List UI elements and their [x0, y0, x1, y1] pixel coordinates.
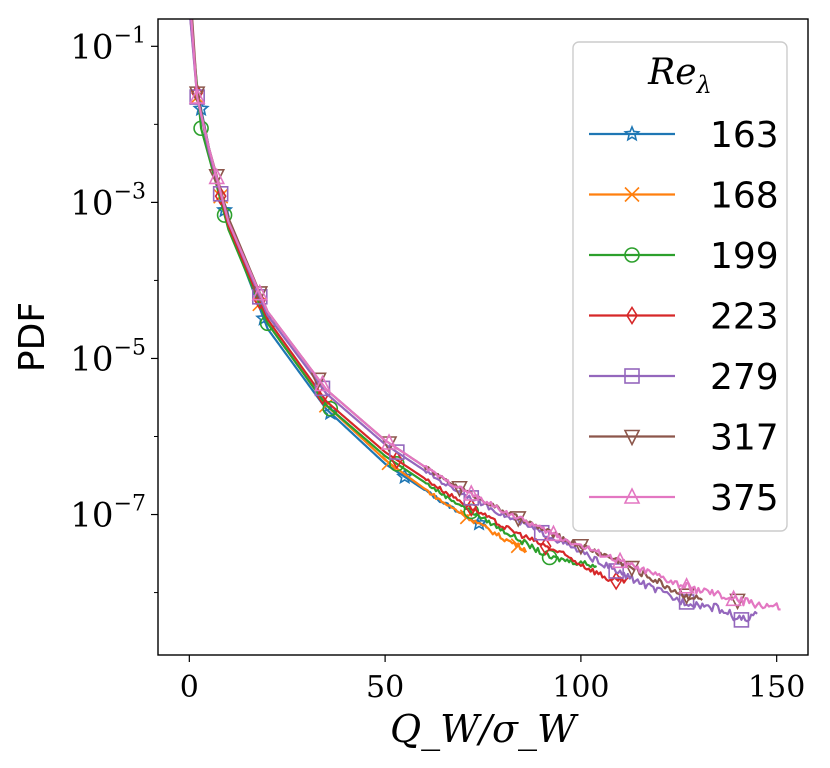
series-163 [183, 0, 488, 531]
legend-marker-163 [623, 124, 641, 142]
legend-item-279: 279 [589, 357, 779, 398]
data-point-375-1 [188, 87, 206, 104]
data-point-168-0 [182, 0, 196, 5]
data-point-375-4 [314, 374, 331, 392]
legend-label-168: 168 [710, 176, 779, 217]
series-line-163 [189, 19, 488, 529]
legend-marker-223 [626, 305, 638, 326]
data-point-375-10 [725, 589, 742, 607]
data-point-199-4 [322, 400, 339, 417]
series-layer [182, 0, 781, 628]
plot-frame [157, 18, 809, 656]
data-point-223-8 [610, 571, 623, 591]
legend-label-163: 163 [710, 115, 779, 156]
data-point-279-4 [314, 380, 331, 397]
data-point-163-5 [396, 467, 414, 485]
data-point-199-0 [182, 0, 196, 10]
x-tick-label-0: 0 [180, 670, 199, 705]
y-axis-title: PDF [12, 302, 53, 372]
data-point-375-9 [678, 577, 695, 594]
data-point-223-2 [214, 186, 227, 206]
data-point-223-0 [184, 0, 194, 14]
series-223 [184, 0, 629, 591]
y-tick-label-3: 10−7 [70, 492, 146, 536]
legend-label-223: 223 [710, 297, 779, 338]
data-point-279-0 [182, 0, 196, 14]
data-point-279-7 [533, 524, 550, 541]
legend-item-375: 375 [589, 478, 779, 519]
legend-marker-168 [624, 186, 640, 203]
data-point-223-7 [539, 536, 552, 556]
y-tick-label-2: 10−5 [70, 335, 146, 379]
y-tick-label-0: 10−1 [70, 23, 146, 67]
data-point-375-7 [545, 524, 562, 542]
legend-label-317: 317 [710, 418, 779, 459]
legend-marker-317 [623, 429, 641, 447]
legend-marker-199 [624, 247, 640, 263]
legend-item-163: 163 [589, 115, 779, 156]
data-point-279-8 [608, 563, 624, 579]
legend: Reλ 163 168 199 223 279 317 375 [572, 41, 788, 532]
legend-item-317: 317 [589, 418, 779, 459]
data-point-375-3 [251, 283, 269, 301]
data-point-375-2 [208, 167, 226, 185]
data-point-317-4 [310, 372, 327, 390]
legend-title: Reλ [647, 52, 712, 99]
x-tick-label-1: 50 [366, 670, 404, 705]
data-point-317-10 [678, 588, 695, 605]
data-point-375-8 [611, 551, 629, 569]
series-375 [188, 19, 781, 611]
legend-item-199: 199 [589, 236, 779, 277]
data-point-199-1 [193, 120, 209, 137]
data-point-317-8 [572, 538, 590, 556]
data-point-375-6 [462, 484, 480, 501]
x-tick-label-3: 150 [748, 670, 805, 705]
series-199 [182, 0, 598, 569]
legend-label-279: 279 [710, 357, 779, 398]
legend-item-168: 168 [589, 176, 779, 217]
series-line-168 [189, 19, 528, 553]
series-line-199 [189, 19, 598, 569]
legend-item-223: 223 [589, 297, 779, 338]
series-168 [182, 0, 528, 554]
x-axis-title: Q_W/σ_W [390, 707, 579, 752]
data-point-223-5 [390, 450, 403, 470]
legend-box [572, 41, 788, 532]
data-point-317-5 [380, 436, 398, 453]
legend-marker-279 [624, 368, 640, 384]
y-tick-label-1: 10−3 [70, 179, 146, 223]
series-line-375 [190, 19, 781, 611]
legend-label-199: 199 [710, 236, 779, 277]
data-point-317-11 [729, 593, 746, 611]
legend-marker-375 [623, 487, 641, 504]
data-point-279-3 [252, 289, 268, 305]
data-point-375-5 [380, 433, 398, 450]
axes-layer: 0 50 100 150 10−1 10−3 10−5 10−7 Q_W/σ_W PDF [12, 18, 809, 752]
x-tick-label-2: 100 [552, 670, 609, 705]
data-point-163-0 [183, 0, 196, 11]
data-point-279-10 [733, 612, 750, 628]
legend-label-375: 375 [710, 478, 779, 519]
